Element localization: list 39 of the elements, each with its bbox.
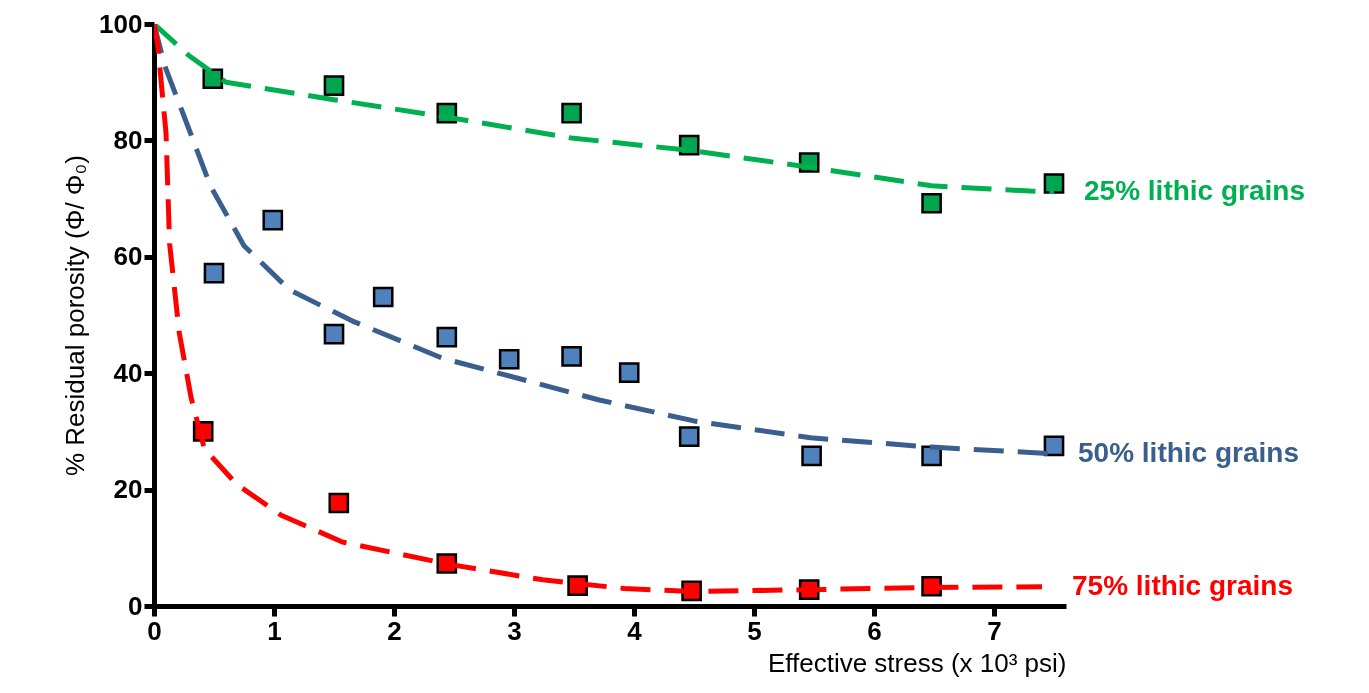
x-tick-label: 2 xyxy=(387,615,402,646)
point xyxy=(498,348,520,370)
point xyxy=(561,102,582,124)
point xyxy=(328,492,350,514)
x-tick-label: 7 xyxy=(987,615,1002,646)
point xyxy=(323,323,345,345)
point xyxy=(323,75,345,97)
y-tick-label: 0 xyxy=(128,590,143,621)
x-tick-label: 6 xyxy=(867,615,882,646)
x-tick-label: 1 xyxy=(267,615,282,646)
x-tick-label: 4 xyxy=(627,615,643,646)
y-tick-label: 20 xyxy=(113,474,143,505)
x-axis-title: Effective stress (x 10³ psi) xyxy=(767,647,1067,678)
point xyxy=(203,262,225,284)
point xyxy=(372,286,394,308)
y-tick-label: 60 xyxy=(113,241,143,272)
y-axis-title: % Residual porosity (Φ/ Φ₀) xyxy=(60,154,91,477)
series-label: 75% lithic grains xyxy=(1072,569,1293,601)
x-tick-label: 5 xyxy=(747,615,762,646)
point xyxy=(262,209,284,231)
point xyxy=(1043,435,1065,457)
point xyxy=(567,575,588,596)
point xyxy=(436,326,458,348)
point xyxy=(202,68,224,90)
point xyxy=(921,192,942,214)
y-tick-label: 40 xyxy=(113,357,143,388)
x-tick-label: 3 xyxy=(507,615,522,646)
x-tick-label: 0 xyxy=(147,615,162,646)
point xyxy=(1043,173,1065,194)
series-label: 50% lithic grains xyxy=(1078,436,1299,468)
point xyxy=(678,426,700,447)
y-tick-label: 100 xyxy=(99,8,143,39)
y-tick-label: 80 xyxy=(113,124,143,155)
point xyxy=(436,553,458,574)
point xyxy=(561,345,582,367)
point xyxy=(678,134,700,156)
point xyxy=(801,445,822,467)
point xyxy=(618,362,640,383)
series-label: 25% lithic grains xyxy=(1084,174,1305,206)
